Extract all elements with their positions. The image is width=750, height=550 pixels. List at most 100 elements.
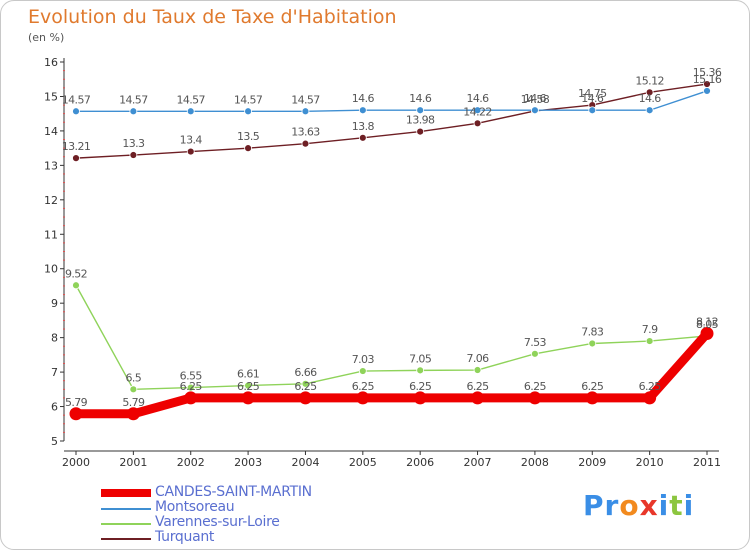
data-label: 14.57 [176, 93, 205, 106]
x-tick-label: 2001 [119, 456, 147, 469]
data-point [129, 151, 138, 159]
data-label: 5.79 [122, 396, 145, 409]
data-point [301, 379, 310, 388]
data-label: 6.25 [409, 380, 432, 393]
data-label: 14.57 [119, 93, 148, 106]
data-label: 13.63 [291, 126, 320, 139]
legend-label: Turquant [155, 529, 215, 545]
data-point [473, 119, 482, 128]
data-label: 6.5 [126, 371, 142, 384]
logo-letter: t [669, 489, 684, 522]
y-axis-unit-label: (en %) [28, 31, 65, 44]
data-label: 7.9 [642, 323, 658, 336]
data-point [358, 367, 367, 375]
data-label: 13.21 [62, 140, 91, 153]
data-label: 5.79 [65, 396, 88, 409]
data-point [700, 327, 714, 341]
data-point [528, 391, 542, 405]
data-label: 7.03 [352, 353, 375, 366]
data-label: 8.12 [696, 316, 718, 329]
data-label: 7.06 [466, 352, 489, 365]
data-point [531, 106, 539, 115]
data-label: 6.25 [180, 380, 203, 393]
data-point [473, 106, 482, 115]
data-label: 8.05 [696, 318, 719, 331]
data-point [416, 127, 425, 136]
legend-label: Varennes-sur-Loire [155, 514, 280, 530]
data-point [473, 366, 482, 374]
data-point [358, 133, 367, 142]
data-label: 6.25 [237, 380, 260, 393]
series-line-montsoreau [76, 90, 708, 112]
data-point [645, 88, 654, 97]
data-point [184, 391, 198, 405]
data-label: 6.25 [352, 380, 375, 393]
data-label: 14.6 [352, 92, 375, 105]
data-point [301, 107, 310, 116]
data-point [244, 107, 252, 116]
y-tick-label: 6 [51, 401, 58, 414]
legend-label: CANDES-SAINT-MARTIN [155, 484, 312, 500]
data-label: 15.16 [693, 73, 722, 86]
data-point [72, 281, 80, 290]
data-point [645, 337, 654, 345]
data-label: 14.57 [291, 93, 320, 106]
y-tick-label: 10 [44, 263, 58, 276]
data-label: 6.25 [639, 380, 662, 393]
series-line-candes-saint-martin [76, 330, 711, 419]
x-tick-label: 2007 [464, 456, 492, 469]
data-label: 6.25 [466, 380, 489, 393]
x-tick-label: 2011 [693, 456, 721, 469]
data-point [301, 139, 310, 148]
x-tick-label: 2005 [349, 456, 377, 469]
x-tick-label: 2004 [291, 456, 319, 469]
x-tick-label: 2008 [521, 456, 549, 469]
y-tick-label: 8 [51, 332, 58, 345]
legend-swatch [101, 489, 151, 497]
y-tick-label: 14 [44, 125, 58, 138]
data-label: 13.98 [406, 114, 435, 127]
data-label: 14.75 [578, 87, 607, 100]
data-label: 6.55 [180, 370, 203, 383]
data-point [588, 339, 597, 348]
data-label: 14.6 [639, 92, 662, 105]
data-point [413, 391, 427, 405]
data-point [298, 391, 312, 405]
data-point [416, 106, 425, 115]
data-point [244, 381, 252, 390]
data-point [703, 87, 711, 95]
data-point [416, 366, 425, 375]
data-label: 7.05 [409, 352, 432, 365]
data-point [356, 391, 370, 405]
y-tick-label: 11 [44, 228, 58, 241]
y-tick-label: 5 [51, 435, 58, 448]
x-tick-label: 2006 [406, 456, 434, 469]
data-point [72, 107, 80, 116]
series-line-varennes-sur-loire [75, 284, 708, 391]
data-point [126, 407, 140, 421]
y-tick-label: 16 [44, 56, 58, 69]
data-label: 7.53 [524, 336, 547, 349]
data-point [531, 349, 539, 358]
data-point [129, 385, 138, 394]
data-label: 13.3 [122, 137, 145, 150]
logo-letter: P [583, 489, 605, 522]
data-point [471, 391, 485, 405]
data-label: 13.5 [237, 130, 260, 143]
data-point [186, 147, 195, 156]
logo-letter: o [619, 489, 640, 522]
data-point [241, 391, 255, 405]
legend-label: Montsoreau [155, 499, 235, 515]
data-point [585, 391, 599, 405]
data-label: 13.4 [180, 134, 203, 147]
data-label: 15.36 [693, 66, 722, 79]
data-label: 14.6 [524, 92, 547, 105]
data-label: 6.66 [294, 366, 317, 379]
data-label: 6.25 [524, 380, 547, 393]
data-label: 14.57 [234, 93, 263, 106]
y-tick-label: 12 [44, 194, 58, 207]
y-tick-label: 7 [51, 366, 58, 379]
data-label: 13.8 [352, 120, 375, 133]
logo-letter: i [658, 489, 670, 522]
